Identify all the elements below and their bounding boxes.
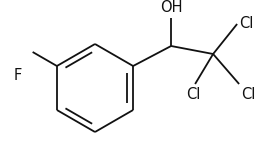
Text: OH: OH (160, 0, 182, 15)
Text: Cl: Cl (239, 16, 253, 32)
Text: Cl: Cl (241, 87, 255, 102)
Text: F: F (14, 68, 22, 83)
Text: Cl: Cl (186, 87, 200, 102)
